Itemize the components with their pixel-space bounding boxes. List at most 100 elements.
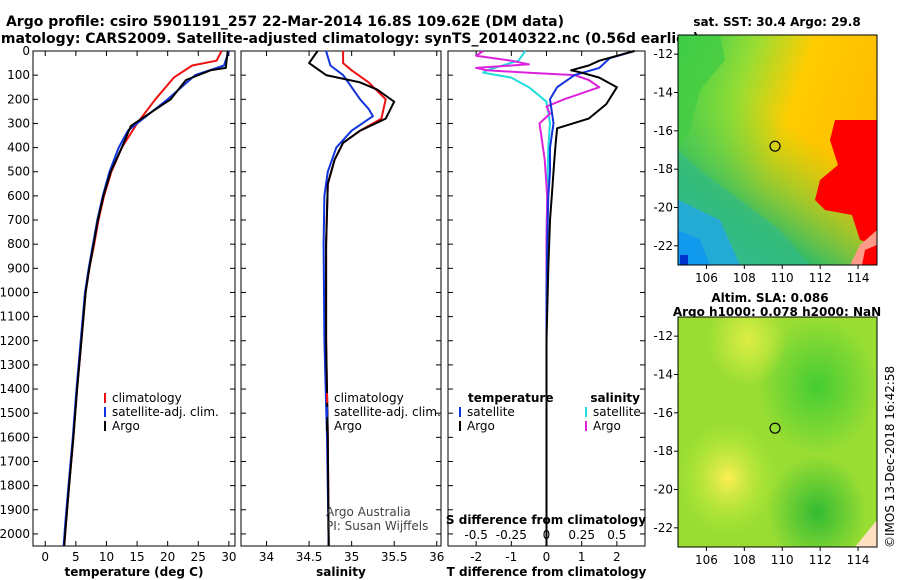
- profile-line: [475, 50, 601, 546]
- x-tick-label: 34.5: [296, 550, 323, 564]
- map-y-tick-label: -14: [653, 86, 673, 100]
- y-tick-label: 1200: [0, 334, 30, 348]
- pi-text: PI: Susan Wijffels: [326, 519, 428, 533]
- map-y-tick-label: -20: [653, 483, 673, 497]
- legend-label: climatology: [334, 391, 404, 405]
- y-tick-label: 2000: [0, 527, 30, 541]
- y-tick-label: 200: [7, 92, 30, 106]
- x-axis-label: T difference from climatology: [447, 565, 647, 579]
- y-tick-label: 1400: [0, 382, 30, 396]
- y-tick-label: 1100: [0, 310, 30, 324]
- map-y-tick-label: -22: [653, 521, 673, 535]
- x-tick-label: 36: [429, 550, 444, 564]
- y-tick-label: 900: [7, 261, 30, 275]
- sst-map: 106 108 110 112 114 -12 -14 -16 -18 -20 -22: [653, 34, 878, 285]
- map-y-tick-label: -14: [653, 368, 673, 382]
- figure-title-line2: Climatology: CARS2009. Satellite-adjuste…: [0, 31, 699, 47]
- map-y-tick-label: -16: [653, 406, 673, 420]
- map-x-tick-label: 108: [733, 271, 756, 285]
- map-y-tick-label: -18: [653, 444, 673, 458]
- x-tick-label: 0: [41, 550, 49, 564]
- y-tick-label: 1700: [0, 454, 30, 468]
- sst-map-title: sat. SST: 30.4 Argo: 29.8: [693, 15, 860, 29]
- legend-title-temperature: temperature: [468, 391, 553, 405]
- y-tick-label: 600: [7, 189, 30, 203]
- y-tick-label: 400: [7, 141, 30, 155]
- x-tick-label: -1: [505, 550, 517, 564]
- difference-panel: -2 -1 0 1 2T difference from climatology temp…: [446, 50, 647, 579]
- y-tick-label: 1300: [0, 358, 30, 372]
- sla-map-title1: Altim. SLA: 0.086: [711, 291, 828, 305]
- y-tick-label: 300: [7, 116, 30, 130]
- map-y-tick-label: -12: [653, 47, 673, 61]
- legend-label: Argo: [112, 419, 140, 433]
- x-tick-label: 5: [72, 550, 80, 564]
- x-tick-label: 2: [613, 550, 621, 564]
- x-tick-label: -2: [470, 550, 482, 564]
- profile-line: [63, 50, 229, 547]
- x-axis-label: salinity: [316, 565, 366, 579]
- legend-label: Argo: [467, 419, 495, 433]
- map-x-tick-label: 114: [847, 271, 870, 285]
- map-x-tick-label: 106: [695, 271, 718, 285]
- x-tick-label: 35.5: [381, 550, 408, 564]
- x-tick-label: 34: [259, 550, 274, 564]
- plot-frame: [32, 50, 236, 547]
- y-tick-label: 1600: [0, 430, 30, 444]
- sla-map: 106 108 110 112 114 -12 -14 -16 -18 -20 -22: [653, 316, 878, 567]
- map-y-tick-label: -18: [653, 162, 673, 176]
- map-x-tick-label: 112: [809, 271, 832, 285]
- x-tick-label: 10: [99, 550, 114, 564]
- legend-label: satellite-adj. clim.: [112, 405, 219, 419]
- x-tick-label: 1: [578, 550, 586, 564]
- legend-label: climatology: [112, 391, 182, 405]
- profile-line: [545, 50, 635, 546]
- y-tick-label: 700: [7, 213, 30, 227]
- map-y-tick-label: -20: [653, 201, 673, 215]
- sla-map-title2: Argo h1000: 0.078 h2000: NaN: [673, 305, 881, 319]
- temperature-panel: 0100200300400500600700800900100011001200…: [0, 44, 237, 579]
- top-tick-label: 0.25: [568, 528, 595, 542]
- y-tick-label: 100: [7, 68, 30, 82]
- y-tick-label: 1500: [0, 406, 30, 420]
- x-tick-label: 15: [129, 550, 144, 564]
- y-tick-label: 1000: [0, 285, 30, 299]
- top-axis-label: S difference from climatology: [446, 513, 646, 527]
- legend-label: satellite: [467, 405, 515, 419]
- profile-line: [545, 50, 635, 546]
- credit-text: Argo Australia: [326, 505, 411, 519]
- map-x-tick-label: 114: [847, 553, 870, 567]
- y-tick-label: 500: [7, 165, 30, 179]
- map-x-tick-label: 106: [695, 553, 718, 567]
- map-x-tick-label: 108: [733, 553, 756, 567]
- plot-frame: [240, 50, 442, 547]
- map-y-tick-label: -16: [653, 124, 673, 138]
- salinity-panel: 34 34.5 35 35.5 36 salinity climatologysatelli…: [240, 50, 444, 579]
- x-tick-label: 30: [221, 550, 236, 564]
- legend-label: Argo: [334, 419, 362, 433]
- map-y-tick-label: -22: [653, 239, 673, 253]
- argo-position-marker: [769, 422, 781, 434]
- top-tick-label: -0.5: [464, 528, 487, 542]
- timestamp: ©IMOS 13-Dec-2018 16:42:58: [883, 366, 897, 548]
- x-tick-label: 0: [543, 550, 551, 564]
- y-tick-label: 800: [7, 237, 30, 251]
- map-y-tick-label: -12: [653, 329, 673, 343]
- figure-title-line1: Argo profile: csiro 5901191_257 22-Mar-2…: [6, 14, 564, 30]
- map-x-tick-label: 112: [809, 553, 832, 567]
- y-tick-label: 0: [22, 44, 30, 58]
- profile-line: [308, 50, 396, 547]
- x-tick-label: 20: [160, 550, 175, 564]
- x-tick-label: 35: [344, 550, 359, 564]
- map-x-tick-label: 110: [771, 271, 794, 285]
- x-tick-label: 25: [191, 550, 206, 564]
- legend-label: satellite: [593, 405, 641, 419]
- y-tick-label: 1900: [0, 503, 30, 517]
- legend-label: Argo: [593, 419, 621, 433]
- legend-label: satellite-adj. clim.: [334, 405, 441, 419]
- top-tick-label: -0.25: [496, 528, 527, 542]
- y-tick-label: 1800: [0, 479, 30, 493]
- map-x-tick-label: 110: [771, 553, 794, 567]
- x-axis-label: temperature (deg C): [65, 565, 204, 579]
